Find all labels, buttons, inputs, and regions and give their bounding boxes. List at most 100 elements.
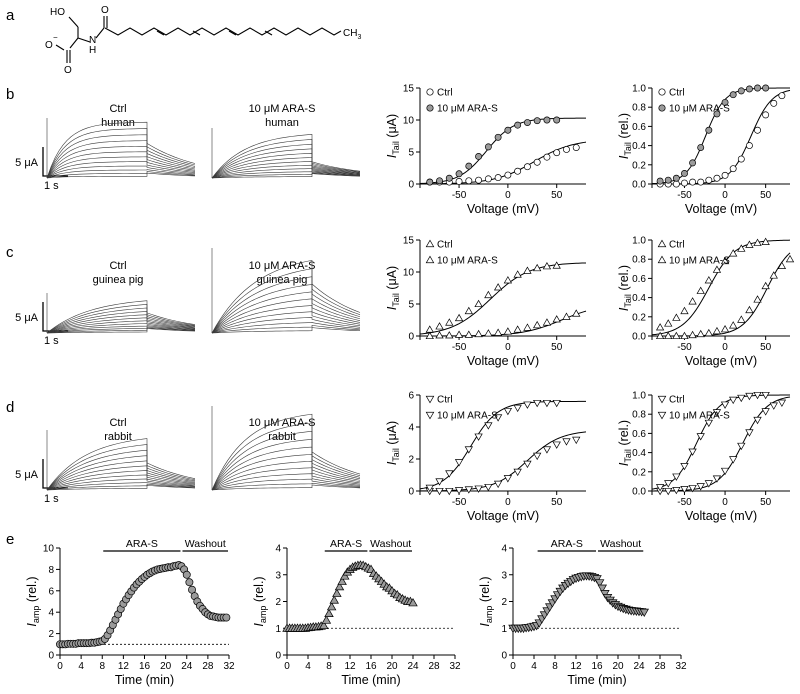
data-point: [408, 597, 418, 607]
application-bar-label: Washout: [370, 538, 411, 550]
y-tick-label: 3: [501, 570, 507, 581]
legend-label: Ctrl: [437, 395, 453, 406]
current-trace: [211, 168, 361, 179]
data-point: [319, 620, 329, 630]
x-tick-label: 0: [722, 342, 728, 353]
atom-ch3: CH3: [343, 28, 361, 41]
data-point: [729, 396, 738, 405]
data-point: [484, 422, 493, 430]
data-point: [523, 323, 532, 331]
data-point: [514, 121, 522, 129]
panel-letter-d: d: [6, 399, 14, 416]
current-trace: [46, 314, 196, 334]
data-point: [761, 281, 770, 290]
data-point: [737, 244, 746, 252]
legend-label: Ctrl: [437, 88, 453, 99]
current-trace: [46, 151, 196, 179]
y-axis-label: ITail (μA): [385, 266, 401, 310]
data-point: [523, 401, 532, 409]
data-point: [762, 84, 770, 92]
y-tick-label: 0.4: [632, 448, 646, 459]
data-point: [704, 328, 713, 337]
current-trace: [46, 327, 196, 334]
current-trace: [211, 143, 361, 179]
data-point: [761, 237, 770, 245]
current-trace: [211, 152, 361, 179]
data-point: [656, 177, 664, 185]
data-point: [745, 392, 754, 401]
data-point: [705, 126, 713, 134]
application-bar-label: ARA-S: [330, 538, 362, 550]
current-trace: [46, 470, 196, 491]
data-point: [729, 456, 738, 464]
data-point: [696, 329, 705, 338]
current-trace: [46, 325, 196, 334]
data-point: [770, 99, 778, 107]
data-point: [494, 174, 502, 182]
data-point: [761, 408, 770, 416]
data-point: [680, 331, 689, 340]
y-axis-subscript: amp: [258, 606, 268, 624]
current-trace: [211, 454, 361, 491]
data-point: [729, 249, 738, 257]
data-point: [523, 163, 531, 171]
data-point: [712, 265, 722, 273]
data-point: [697, 144, 705, 151]
data-point: [542, 446, 552, 454]
y-tick-label: 4: [408, 423, 414, 434]
y-tick-label: 6: [48, 586, 54, 597]
data-point: [523, 266, 532, 274]
data-point: [326, 602, 337, 611]
current-trace: [211, 473, 361, 491]
data-point: [454, 330, 464, 338]
current-trace: [46, 449, 196, 491]
data-point: [445, 470, 454, 478]
y-axis-subscript: amp: [31, 606, 41, 624]
x-axis-label: Voltage (mV): [467, 202, 539, 216]
data-point: [705, 176, 713, 184]
current-trace: [211, 148, 361, 179]
atom-o-minus: O: [45, 40, 53, 51]
current-trace: [211, 134, 361, 179]
data-point: [455, 177, 463, 185]
current-trace: [46, 307, 196, 334]
x-tick-label: -50: [677, 497, 692, 508]
data-point: [720, 256, 730, 265]
y-axis-label: ITail (rel.): [617, 265, 633, 311]
y-tick-label: 15: [403, 236, 415, 247]
data-point: [680, 486, 689, 494]
data-point: [655, 484, 665, 492]
data-point: [445, 331, 454, 339]
y-tick-label: 0.0: [632, 332, 646, 343]
data-point: [484, 329, 493, 337]
y-axis-label: ITail (μA): [385, 114, 401, 158]
current-trace: [46, 326, 196, 334]
current-trace: [211, 460, 361, 491]
current-trace: [46, 320, 196, 334]
current-trace: [46, 171, 196, 179]
current-trace: [211, 157, 361, 179]
x-tick-label: 50: [760, 190, 772, 201]
y-axis-unit: (rel.): [478, 576, 492, 605]
trace-title-d-drug: 10 μM ARA-S rabbit: [249, 417, 316, 443]
x-tick-label: 50: [551, 190, 563, 201]
data-point: [729, 321, 738, 329]
y-axis-unit: (rel.): [252, 576, 266, 605]
data-point: [696, 433, 705, 441]
scale-time-b: 1 s: [44, 180, 59, 192]
current-trace: [46, 169, 196, 179]
y-axis-symbol: I: [385, 306, 399, 310]
x-tick-label: -50: [452, 342, 467, 353]
current-traces-b-drug: [211, 128, 361, 179]
scale-bar-d: 5 μA 1 s: [15, 459, 68, 505]
application-bar-label: Washout: [600, 538, 641, 550]
data-point: [484, 175, 492, 183]
panel-letter-e: e: [6, 531, 14, 548]
data-point: [504, 171, 512, 179]
data-point: [493, 480, 503, 489]
current-trace: [211, 422, 361, 491]
current-trace: [211, 259, 361, 334]
